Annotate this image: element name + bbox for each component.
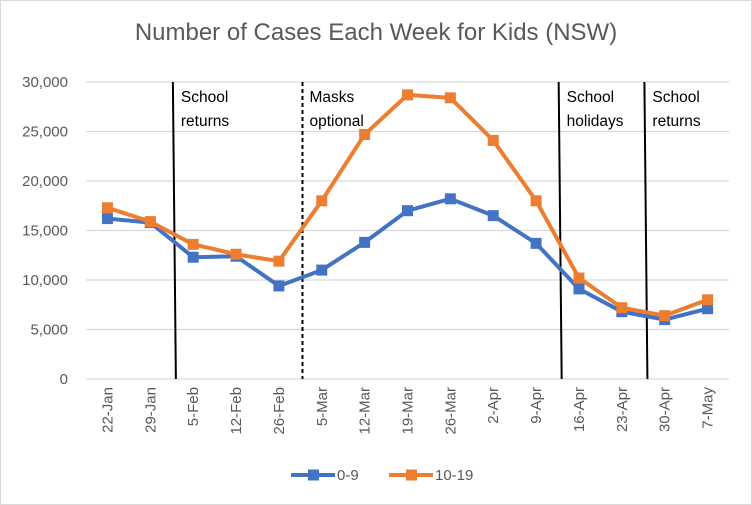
x-tick-label: 26-Mar: [442, 387, 459, 435]
x-tick-label: 30-Apr: [657, 387, 674, 432]
y-tick-label: 20,000: [22, 173, 68, 190]
legend-marker-10-19: [406, 469, 417, 481]
data-point-10-19: [187, 238, 199, 250]
data-point-0-9: [316, 264, 328, 276]
annotation-label: optional: [309, 113, 363, 130]
y-tick-label: 25,000: [22, 124, 68, 141]
x-tick-label: 5-Mar: [314, 387, 331, 426]
data-point-0-9: [273, 280, 285, 292]
annotation-label: holidays: [567, 113, 624, 130]
data-point-10-19: [573, 272, 585, 284]
x-tick-label: 12-Feb: [228, 387, 245, 435]
y-tick-label: 5,000: [30, 322, 68, 339]
x-tick-label: 29-Jan: [142, 387, 159, 433]
y-tick-label: 15,000: [22, 223, 68, 240]
annotation-label: School: [567, 89, 614, 106]
legend-marker-0-9: [308, 469, 319, 481]
data-point-0-9: [101, 213, 113, 225]
data-point-10-19: [273, 255, 285, 267]
annotation-label: returns: [652, 113, 700, 130]
x-tick-label: 7-May: [700, 387, 717, 429]
annotation-line: [643, 81, 649, 380]
annotation-label: Masks: [309, 89, 354, 106]
data-point-0-9: [530, 237, 542, 249]
data-point-10-19: [530, 195, 542, 207]
y-tick-label: 30,000: [22, 74, 68, 91]
x-tick-label: 22-Jan: [99, 387, 116, 433]
x-tick-label: 16-Apr: [571, 387, 588, 432]
data-point-0-9: [187, 251, 199, 263]
x-tick-label: 5-Feb: [185, 387, 202, 426]
x-tick-label: 19-Mar: [400, 387, 417, 435]
data-point-10-19: [702, 294, 714, 306]
data-point-10-19: [487, 134, 499, 146]
legend-label: 0-9: [337, 467, 359, 484]
data-point-10-19: [316, 195, 328, 207]
data-point-0-9: [487, 210, 499, 222]
data-point-0-9: [444, 193, 456, 205]
data-point-0-9: [359, 236, 371, 248]
annotation-label: returns: [181, 113, 229, 130]
annotation-line: [171, 81, 177, 380]
y-tick-label: 0: [60, 371, 68, 388]
y-tick-label: 10,000: [22, 272, 68, 289]
chart-title: Number of Cases Each Week for Kids (NSW): [134, 19, 618, 46]
x-tick-label: 26-Feb: [271, 387, 288, 435]
data-point-10-19: [144, 216, 156, 228]
x-tick-label: 9-Apr: [528, 387, 545, 424]
legend-label: 10-19: [435, 467, 473, 484]
data-point-10-19: [101, 202, 113, 214]
data-point-10-19: [659, 310, 671, 322]
data-point-10-19: [230, 248, 242, 260]
data-point-0-9: [702, 303, 714, 315]
annotation-label: School: [652, 89, 699, 106]
data-point-10-19: [402, 89, 413, 101]
data-point-10-19: [359, 128, 371, 140]
data-point-10-19: [616, 302, 628, 314]
data-point-0-9: [573, 283, 585, 295]
x-tick-label: 2-Apr: [485, 387, 502, 424]
annotation-label: School: [181, 89, 228, 106]
data-point-0-9: [402, 205, 413, 217]
annotation-line: [557, 81, 563, 380]
data-point-10-19: [444, 92, 456, 104]
x-tick-label: 12-Mar: [357, 387, 374, 435]
x-tick-label: 23-Apr: [614, 387, 631, 432]
